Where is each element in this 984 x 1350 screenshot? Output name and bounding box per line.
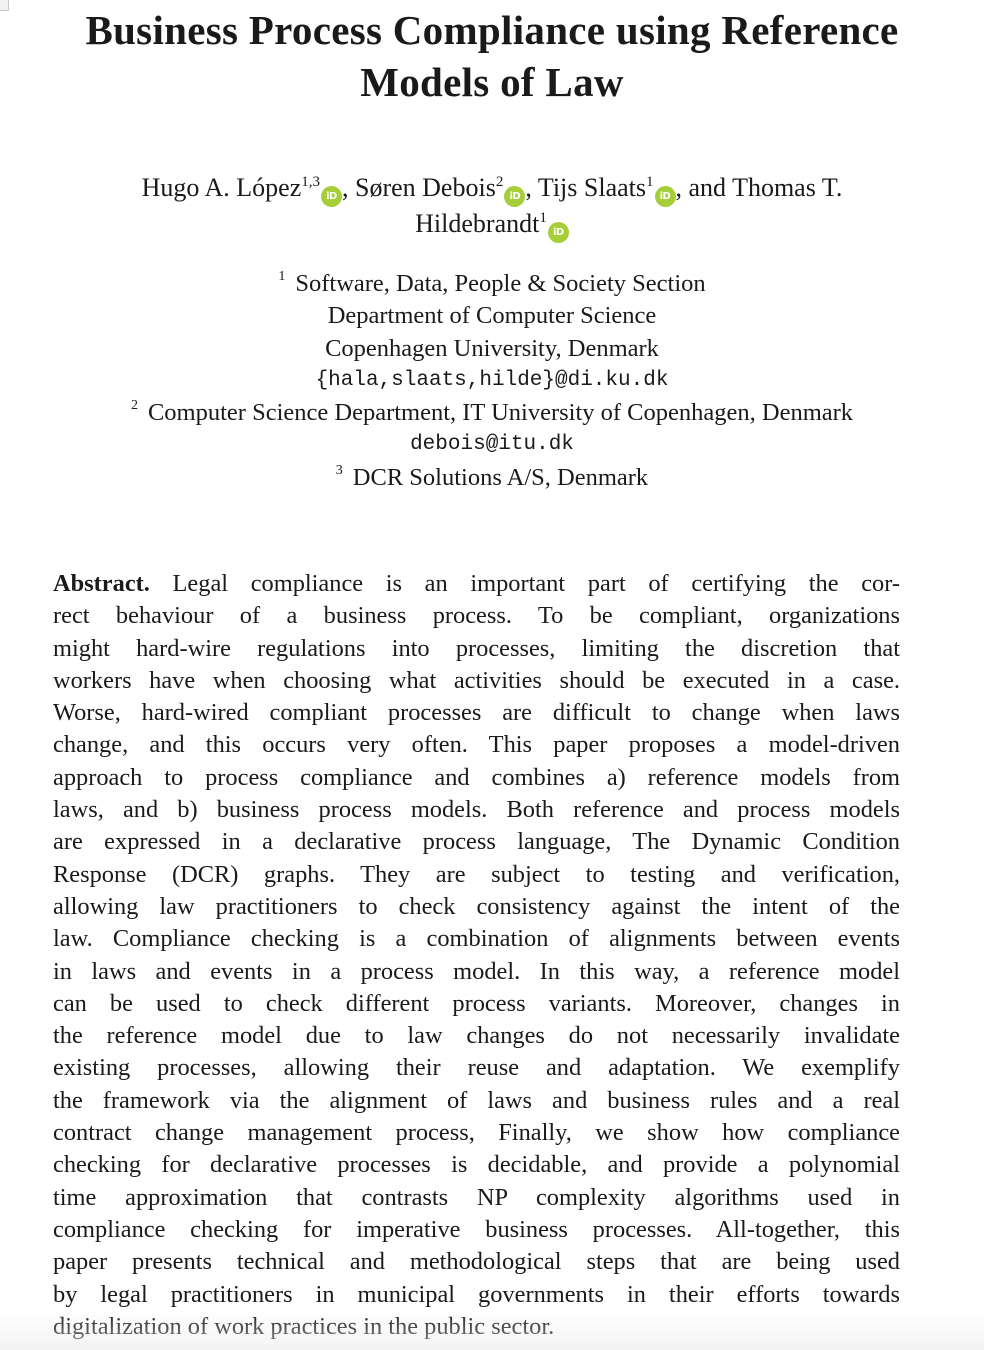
affiliation-1-email[interactable]: {hala,slaats,hilde}@di.ku.dk xyxy=(315,368,669,392)
affiliation-1-university: Copenhagen University, Denmark xyxy=(325,334,659,362)
abstract-line: Response (DCR) graphs. They are subject … xyxy=(53,860,900,888)
abstract-line: Worse, hard-wired compliant processes ar… xyxy=(53,699,900,727)
affiliation-text: DCR Solutions A/S, Denmark xyxy=(352,463,649,491)
abstract-line: rect behaviour of a business process. To… xyxy=(53,602,900,630)
author-line-2: Hildebrandt1iD xyxy=(0,207,984,243)
abstract-line: in laws and events in a process model. I… xyxy=(53,957,900,985)
abstract-line: workers have when choosing what activiti… xyxy=(53,666,900,694)
author-separator: , and xyxy=(675,173,733,202)
abstract-line: paper presents technical and methodologi… xyxy=(53,1248,900,1276)
orcid-icon[interactable]: iD xyxy=(654,186,676,207)
affiliation-marker: 1 xyxy=(278,269,286,284)
title-line-2: Models of Law xyxy=(360,59,624,105)
abstract-line: laws, and b) business process models. Bo… xyxy=(53,796,900,824)
abstract-line-text: Legal compliance is an important part of… xyxy=(172,570,900,597)
abstract-line: approach to process compliance and combi… xyxy=(53,763,900,791)
author-separator: , xyxy=(342,173,355,202)
abstract-line: are expressed in a declarative process l… xyxy=(53,828,900,856)
author-name: Thomas T. xyxy=(732,173,843,202)
affiliation-text: Computer Science Department, IT Universi… xyxy=(147,399,854,427)
affiliation-block: 1 Software, Data, People & Society Sectio… xyxy=(0,268,984,494)
affiliation-marker: 2 xyxy=(130,398,138,414)
affiliation-2-email[interactable]: debois@itu.dk xyxy=(410,433,574,457)
affiliation-text: Software, Data, People & Society Section xyxy=(295,270,706,297)
abstract-line: the reference model due to law changes d… xyxy=(53,1022,900,1050)
orcid-icon[interactable]: iD xyxy=(547,222,569,243)
author-name: Søren Debois xyxy=(355,173,496,202)
author-line-1: Hugo A. López1,3iD, Søren Debois2iD, Tij… xyxy=(0,171,984,207)
abstract-line: contract change management process, Fina… xyxy=(53,1119,900,1147)
author-name: Hugo A. López xyxy=(141,173,302,202)
affiliation-marker: 3 xyxy=(335,462,343,478)
affiliation-3: 3 DCR Solutions A/S, Denmark xyxy=(0,462,984,494)
author-list: Hugo A. López1,3iD, Søren Debois2iD, Tij… xyxy=(0,171,984,243)
author-name: Tijs Slaats xyxy=(537,173,646,202)
author-separator: , xyxy=(525,173,538,202)
orcid-icon[interactable]: iD xyxy=(321,186,342,207)
paper-title: Business Process Compliance using Refere… xyxy=(0,4,984,108)
abstract-line: by legal practitioners in municipal gove… xyxy=(53,1280,900,1308)
author-affiliation-marker: 1 xyxy=(539,210,547,226)
orcid-icon[interactable]: iD xyxy=(504,186,526,207)
abstract-line: can be used to check different process v… xyxy=(53,989,900,1017)
abstract-line: compliance checking for imperative busin… xyxy=(53,1215,900,1243)
abstract-line: Abstract. Legal compliance is an importa… xyxy=(53,568,900,600)
abstract-line: allowing law practitioners to check cons… xyxy=(53,892,900,920)
abstract-line: existing processes, allowing their reuse… xyxy=(53,1054,900,1082)
author-affiliation-marker: 1,3 xyxy=(301,174,320,190)
affiliation-1: 1 Software, Data, People & Society Sectio… xyxy=(0,268,984,300)
title-line-1: Business Process Compliance using Refere… xyxy=(85,7,899,53)
abstract-line: digitalization of work practices in the … xyxy=(53,1312,555,1340)
author-name: Hildebrandt xyxy=(415,209,540,238)
page-corner-mark xyxy=(0,0,9,11)
abstract: Abstract. Legal compliance is an importa… xyxy=(53,568,900,1343)
affiliation-2: 2 Computer Science Department, IT Univers… xyxy=(0,397,984,429)
abstract-line: law. Compliance checking is a combinatio… xyxy=(53,925,900,953)
abstract-line: the framework via the alignment of laws … xyxy=(53,1086,900,1114)
author-affiliation-marker: 2 xyxy=(495,174,504,190)
abstract-heading: Abstract. xyxy=(53,570,150,597)
abstract-line: checking for declarative processes is de… xyxy=(53,1151,900,1179)
abstract-line: might hard-wire regulations into process… xyxy=(53,634,900,662)
affiliation-1-department: Department of Computer Science xyxy=(327,302,657,330)
abstract-line: time approximation that contrasts NP com… xyxy=(53,1183,900,1211)
abstract-line: change, and this occurs very often. This… xyxy=(53,731,900,759)
author-affiliation-marker: 1 xyxy=(646,174,654,190)
